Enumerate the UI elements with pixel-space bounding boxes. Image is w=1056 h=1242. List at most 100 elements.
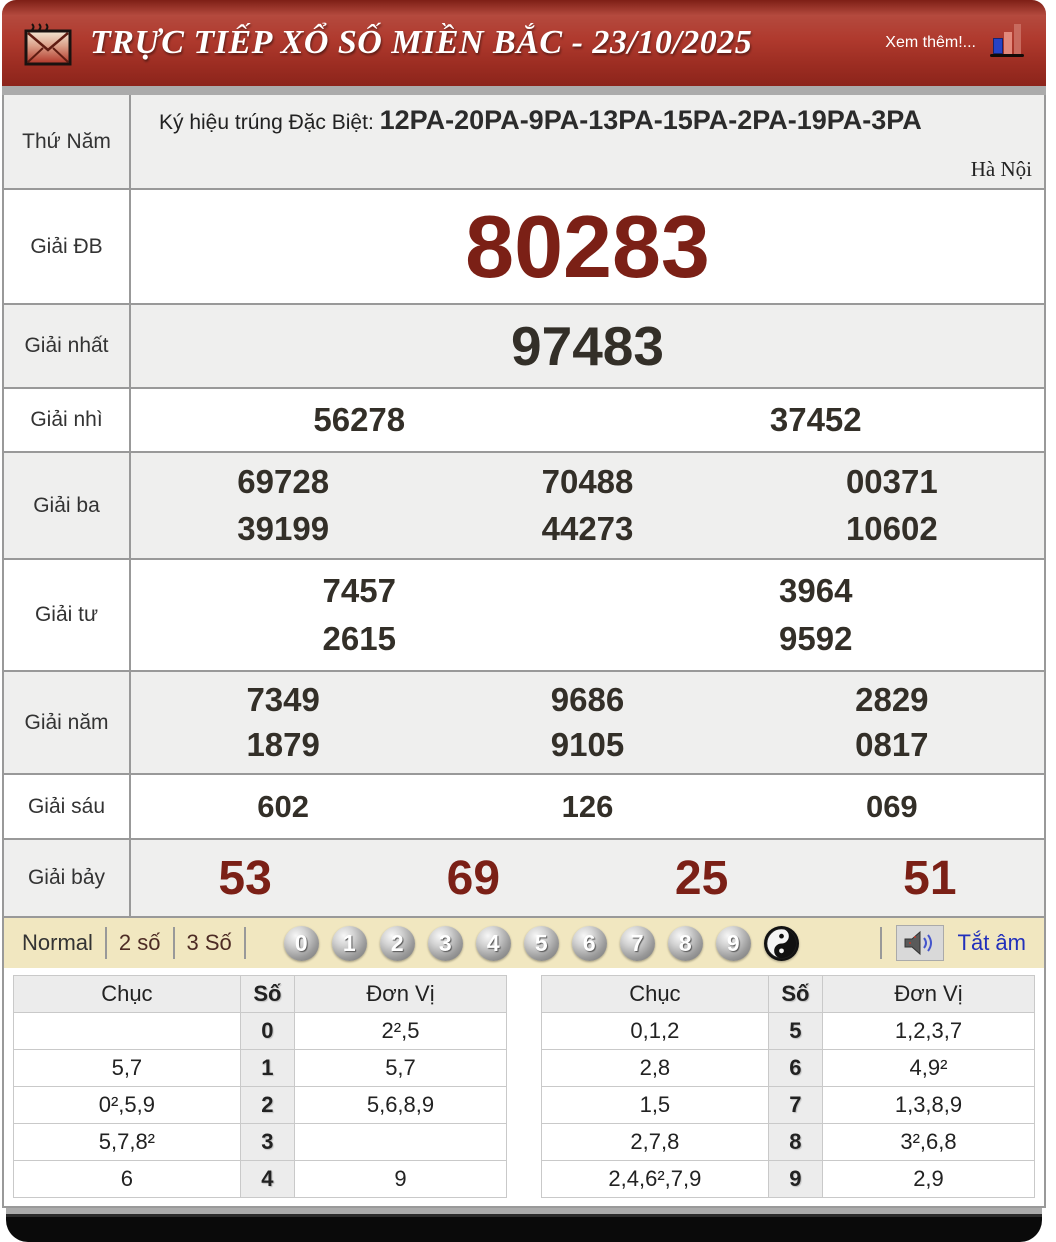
prize-number: 70488 (541, 463, 634, 501)
so-cell: 9 (767, 1160, 823, 1198)
loto-row: 2,4,6²,7,9 9 2,9 (541, 1160, 1036, 1198)
donvi-cell: 2²,5 (293, 1012, 508, 1050)
symbol-label: Ký hiệu trúng Đặc Biệt: (159, 111, 380, 134)
chuc-cell (13, 1012, 241, 1050)
chuc-cell: 5,7 (13, 1049, 241, 1087)
ball-1[interactable]: 1 (331, 925, 367, 961)
header-shadow (2, 86, 1046, 95)
ball-9[interactable]: 9 (715, 925, 751, 961)
divider (243, 927, 246, 959)
prize-number: 9105 (550, 726, 625, 763)
loto-row: 1,5 7 1,3,8,9 (541, 1086, 1036, 1124)
so-cell: 6 (767, 1049, 823, 1087)
ball-8[interactable]: 8 (667, 925, 703, 961)
prize-label: Giải bảy (4, 840, 131, 916)
donvi-cell: 9 (293, 1160, 508, 1198)
mode-3so-button[interactable]: 3 Số (186, 930, 232, 955)
prize-row-2: Giải nhì 56278 37452 (4, 387, 1044, 451)
so-cell: 5 (767, 1012, 823, 1050)
prize-number: 1879 (246, 726, 320, 763)
donvi-cell (293, 1123, 508, 1161)
prize-number: 2829 (855, 681, 929, 718)
loto-row: 5,7,8² 3 (13, 1123, 508, 1161)
prize-label: Giải nhì (4, 389, 131, 451)
number-balls: 0 1 2 3 4 5 6 7 8 9 (283, 925, 799, 961)
header-bar: TRỰC TIẾP XỔ SỐ MIỀN BẮC - 23/10/2025 Xe… (2, 0, 1046, 86)
col-header-so: Số (767, 975, 823, 1013)
divider (879, 927, 882, 959)
prize-label: Giải ĐB (4, 190, 131, 303)
loto-row: 2,8 6 4,9² (541, 1049, 1036, 1087)
chuc-cell: 6 (13, 1160, 241, 1198)
bottom-frame (6, 1208, 1042, 1242)
prize-row-db: Giải ĐB 80283 (4, 188, 1044, 303)
so-cell: 2 (239, 1086, 295, 1124)
prize-number: 69 (446, 851, 501, 905)
ball-7[interactable]: 7 (619, 925, 655, 961)
prize-number: 069 (865, 788, 918, 824)
donvi-cell: 4,9² (821, 1049, 1036, 1087)
ball-5[interactable]: 5 (523, 925, 559, 961)
so-cell: 8 (767, 1123, 823, 1161)
prize-number: 7349 (246, 681, 320, 718)
prize-number: 97483 (511, 315, 664, 377)
see-more-link[interactable]: Xem thêm!... (885, 34, 976, 51)
prize-number: 39199 (237, 509, 330, 547)
mode-normal-button[interactable]: Normal (22, 930, 93, 955)
loto-header-row: Chục Số Đơn Vị (541, 975, 1036, 1013)
ball-2[interactable]: 2 (379, 925, 415, 961)
ball-0[interactable]: 0 (283, 925, 319, 961)
prize-number: 126 (561, 788, 614, 824)
prize-number: 3964 (779, 572, 853, 609)
region-label: Hà Nội (970, 157, 1032, 181)
prize-label: Giải nhất (4, 305, 131, 387)
chuc-cell: 2,4,6²,7,9 (541, 1160, 769, 1198)
weekday-label: Thứ Năm (4, 95, 131, 188)
prize-row-4: Giải tư 7457 3964 2615 9592 (4, 558, 1044, 670)
col-header-so: Số (239, 975, 295, 1013)
loto-header-row: Chục Số Đơn Vị (13, 975, 508, 1013)
chuc-cell: 5,7,8² (13, 1123, 241, 1161)
loto-row: 0 2²,5 (13, 1012, 508, 1050)
prize-number: 2615 (322, 620, 396, 657)
page-title: TRỰC TIẾP XỔ SỐ MIỀN BẮC - 23/10/2025 (90, 24, 753, 61)
so-cell: 7 (767, 1086, 823, 1124)
chuc-cell: 0,1,2 (541, 1012, 769, 1050)
chuc-cell: 1,5 (541, 1086, 769, 1124)
donvi-cell: 2,9 (821, 1160, 1036, 1198)
mute-button[interactable]: Tắt âm (957, 930, 1026, 955)
ball-6[interactable]: 6 (571, 925, 607, 961)
prize-number: 53 (218, 851, 272, 905)
prize-number: 44273 (541, 509, 634, 547)
prize-label: Giải năm (4, 672, 131, 773)
prize-label: Giải sáu (4, 775, 131, 838)
prize-number: 602 (257, 788, 310, 824)
control-bar: Normal 2 số 3 Số 0 1 2 3 4 5 6 7 8 9 (4, 916, 1044, 968)
divider (104, 927, 107, 959)
prize-number: 56278 (313, 401, 406, 438)
bar-chart-icon[interactable] (990, 23, 1024, 63)
loto-row: 5,7 1 5,7 (13, 1049, 508, 1087)
loto-row: 6 4 9 (13, 1160, 508, 1198)
special-symbol-cell: Ký hiệu trúng Đặc Biệt: 12PA-20PA-9PA-13… (131, 95, 1044, 188)
chuc-cell: 0²,5,9 (13, 1086, 241, 1124)
divider (172, 927, 175, 959)
loto-table-left: Chục Số Đơn Vị 0 2²,5 5,7 1 5,7 0²,5,9 2 (13, 975, 508, 1198)
col-header-chuc: Chục (13, 975, 241, 1013)
prize-number: 9686 (550, 681, 625, 718)
yin-yang-icon[interactable] (763, 925, 799, 961)
results-body: Thứ Năm Ký hiệu trúng Đặc Biệt: 12PA-20P… (2, 95, 1046, 1208)
mode-2so-button[interactable]: 2 số (118, 930, 161, 955)
loto-table-right: Chục Số Đơn Vị 0,1,2 5 1,2,3,7 2,8 6 4,9… (541, 975, 1036, 1198)
so-cell: 4 (239, 1160, 295, 1198)
prize-number: 9592 (779, 620, 853, 657)
sound-controls: Tắt âm (879, 925, 1026, 961)
envelope-icon (24, 20, 74, 66)
ball-3[interactable]: 3 (427, 925, 463, 961)
donvi-cell: 5,6,8,9 (293, 1086, 508, 1124)
prize-number: 80283 (465, 196, 710, 296)
speaker-icon[interactable] (895, 925, 944, 961)
donvi-cell: 1,3,8,9 (821, 1086, 1036, 1124)
prize-number: 69728 (237, 463, 330, 501)
ball-4[interactable]: 4 (475, 925, 511, 961)
